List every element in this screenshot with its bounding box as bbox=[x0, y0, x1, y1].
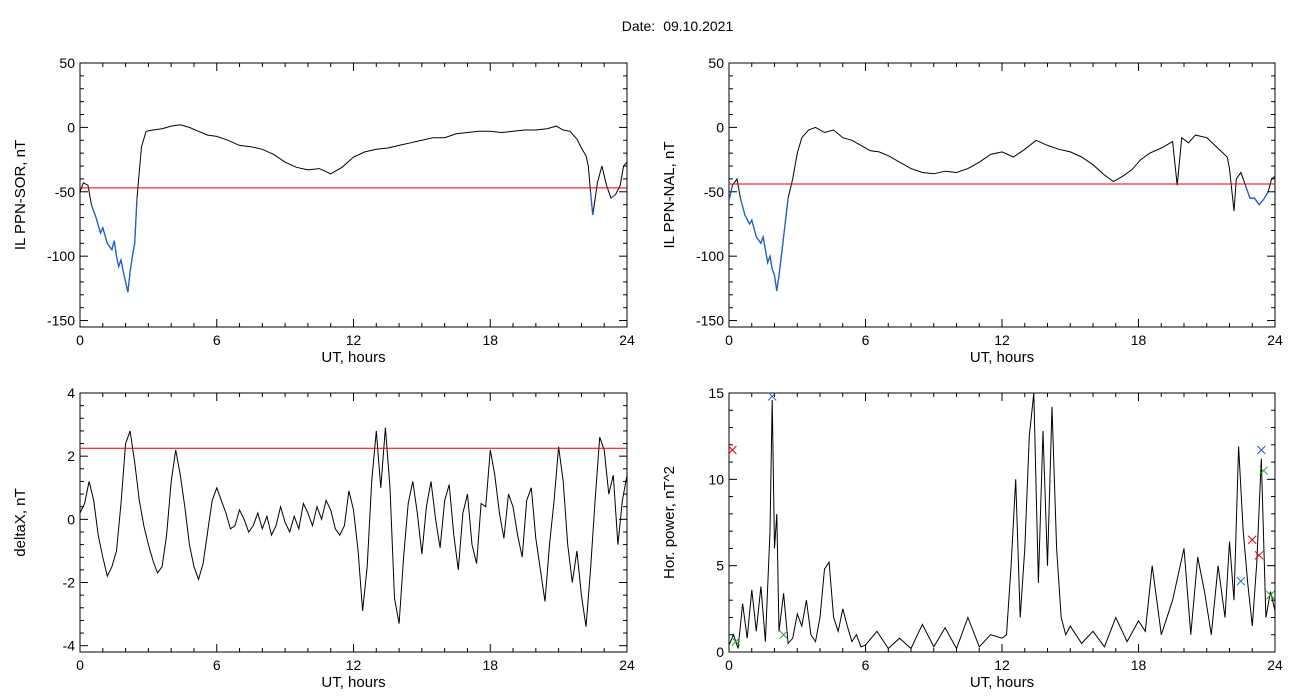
y-axis-label: IL PPN-SOR, nT bbox=[12, 140, 29, 250]
marker-x bbox=[1247, 535, 1257, 545]
x-tick-label: 6 bbox=[862, 332, 870, 348]
x-tick-label: 24 bbox=[1267, 657, 1283, 673]
x-tick-label: 24 bbox=[619, 657, 635, 673]
x-tick-label: 6 bbox=[213, 332, 221, 348]
x-tick-label: 0 bbox=[76, 657, 84, 673]
y-axis-label: deltaX, nT bbox=[12, 488, 29, 556]
y-tick-label: -2 bbox=[63, 575, 76, 591]
series-below-threshold bbox=[589, 191, 594, 216]
y-tick-label: 0 bbox=[67, 119, 75, 135]
x-axis-label: UT, hours bbox=[321, 349, 385, 366]
y-tick-label: 15 bbox=[708, 385, 724, 401]
series-below-threshold bbox=[739, 198, 789, 291]
series-below-threshold bbox=[90, 198, 138, 293]
x-tick-label: 12 bbox=[346, 332, 362, 348]
y-axis-label: IL PPN-NAL, nT bbox=[661, 142, 678, 249]
x-tick-label: 24 bbox=[619, 332, 635, 348]
x-tick-label: 6 bbox=[213, 657, 221, 673]
x-tick-label: 18 bbox=[482, 332, 498, 348]
marker-x bbox=[779, 630, 788, 640]
series-line bbox=[80, 124, 627, 293]
y-tick-label: -150 bbox=[47, 313, 75, 329]
y-tick-label: -50 bbox=[55, 184, 75, 200]
y-tick-label: -100 bbox=[696, 248, 724, 264]
y-tick-label: 50 bbox=[59, 55, 75, 71]
marker-x bbox=[1256, 445, 1266, 455]
x-axis-label: UT, hours bbox=[970, 674, 1034, 691]
date-value: 09.10.2021 bbox=[663, 18, 734, 34]
marker-x bbox=[1236, 576, 1246, 586]
x-tick-label: 0 bbox=[76, 332, 84, 348]
plot-frame bbox=[79, 62, 628, 328]
x-tick-label: 0 bbox=[725, 332, 733, 348]
y-tick-label: 2 bbox=[67, 448, 75, 464]
x-tick-label: 24 bbox=[1267, 332, 1283, 348]
date-label: Date: bbox=[621, 18, 656, 34]
y-tick-label: -50 bbox=[704, 184, 724, 200]
x-tick-label: 18 bbox=[482, 657, 498, 673]
panel-hor-power: 0 6 12 18 24 0 5 10 15 UT, hours Hor. power, nT^2 bbox=[661, 385, 1283, 691]
x-tick-label: 12 bbox=[994, 657, 1010, 673]
y-tick-label: -150 bbox=[696, 313, 724, 329]
y-tick-label: 4 bbox=[67, 385, 75, 401]
panel-ppn-nal: 0 6 12 18 24 -150 -100 -50 0 50 UT, hours IL PPN-NA… bbox=[661, 55, 1283, 366]
plot-frame bbox=[728, 62, 1276, 328]
x-tick-label: 12 bbox=[346, 657, 362, 673]
y-tick-label: 0 bbox=[716, 644, 724, 660]
series-line bbox=[729, 126, 1275, 291]
series-line bbox=[80, 427, 627, 627]
x-tick-label: 0 bbox=[725, 657, 733, 673]
series-below-threshold bbox=[610, 193, 617, 199]
marker-x bbox=[1266, 590, 1275, 600]
marker-x bbox=[731, 637, 741, 646]
plot-frame bbox=[79, 392, 628, 653]
marker-x bbox=[1259, 466, 1268, 476]
y-tick-label: 0 bbox=[67, 511, 75, 527]
x-tick-label: 18 bbox=[1131, 657, 1147, 673]
y-tick-label: 5 bbox=[716, 558, 724, 574]
series-below-threshold bbox=[729, 185, 734, 201]
x-tick-label: 12 bbox=[994, 332, 1010, 348]
marker-x bbox=[1254, 550, 1264, 560]
series-line bbox=[729, 393, 1275, 650]
x-tick-label: 18 bbox=[1131, 332, 1147, 348]
panel-ppn-sor: 0 6 12 18 24 -150 -100 -50 0 50 UT, hours IL PPN-SO… bbox=[12, 55, 635, 366]
marker-x bbox=[767, 392, 777, 401]
y-tick-label: -100 bbox=[47, 248, 75, 264]
y-tick-label: 10 bbox=[708, 471, 724, 487]
marker-x bbox=[728, 445, 737, 455]
y-axis-label: Hor. power, nT^2 bbox=[661, 466, 678, 579]
x-axis-label: UT, hours bbox=[321, 674, 385, 691]
y-tick-label: -4 bbox=[63, 638, 76, 654]
series-below-threshold bbox=[1244, 185, 1269, 206]
y-tick-label: 0 bbox=[716, 119, 724, 135]
y-tick-label: 50 bbox=[708, 55, 724, 71]
x-tick-label: 6 bbox=[862, 657, 870, 673]
page-title: Date: 09.10.2021 bbox=[0, 18, 1300, 34]
x-axis-label: UT, hours bbox=[970, 349, 1034, 366]
